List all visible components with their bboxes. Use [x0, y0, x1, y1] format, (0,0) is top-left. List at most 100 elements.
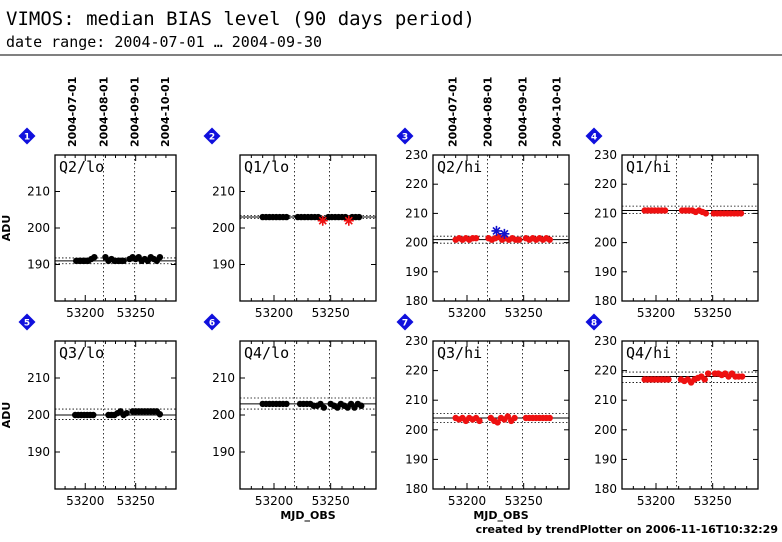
- panel-number-badge-icon: [396, 313, 414, 331]
- y-tick-label: 200: [405, 423, 428, 437]
- data-point: [283, 213, 290, 221]
- y-tick-label: 220: [405, 364, 428, 378]
- panel-4: 4 180 190 200 210 220 230 53200 53250 Q1/hi: [585, 127, 759, 320]
- x-tick-label: 53200: [66, 494, 104, 508]
- panel-number: 7: [402, 319, 408, 329]
- y-tick-label: 200: [27, 408, 50, 422]
- panel-number-badge-icon: [203, 127, 221, 145]
- x-axis-label: MJD_OBS: [280, 509, 335, 522]
- plot-frame: [432, 154, 570, 302]
- y-tick-label: 190: [594, 452, 617, 466]
- x-tick-label: 53250: [312, 306, 350, 320]
- panel-label: Q3/hi: [437, 344, 482, 362]
- y-tick-label: 210: [594, 206, 617, 220]
- data-point: [702, 210, 710, 217]
- outlier-star-marker: [343, 215, 354, 226]
- figure-title: VIMOS: median BIAS level (90 days period…: [6, 8, 475, 30]
- x-tick-label: 53250: [117, 306, 155, 320]
- y-tick-label: 190: [212, 445, 235, 459]
- panel-1: 1 190 200 210 53200 53250 2004-07-01 2004-08-01…: [0, 77, 177, 320]
- x-tick-label: 53200: [255, 306, 293, 320]
- y-tick-label: 190: [405, 452, 428, 466]
- x-tick-label: 53200: [448, 306, 486, 320]
- y-tick-label: 190: [27, 445, 50, 459]
- date-tick-label: 2004-10-01: [159, 77, 172, 147]
- date-tick-label: 2004-08-01: [97, 77, 110, 147]
- data-point: [283, 400, 290, 408]
- x-tick-label: 53250: [117, 494, 155, 508]
- y-tick-label: 180: [594, 294, 617, 308]
- panel-number: 5: [24, 319, 30, 329]
- y-tick-label: 220: [594, 364, 617, 378]
- x-tick-label: 53200: [66, 306, 104, 320]
- outlier-star-marker: [499, 228, 510, 239]
- panel-5: 5 190 200 210 53200 53250 ADU Q3/lo: [0, 313, 177, 508]
- data-point: [494, 419, 501, 426]
- panel-number-badge-icon: [585, 313, 603, 331]
- y-tick-label: 200: [212, 408, 235, 422]
- panel-number-badge-icon: [203, 313, 221, 331]
- data-point: [546, 414, 553, 422]
- date-tick-label: 2004-09-01: [129, 77, 142, 147]
- data-point: [156, 411, 164, 418]
- panel-label: Q3/lo: [59, 344, 104, 362]
- footer-credit: created by trendPlotter on 2006-11-16T10…: [476, 523, 778, 536]
- panel-number: 4: [591, 133, 597, 143]
- plot-frame: [621, 340, 759, 490]
- y-tick-label: 190: [27, 258, 50, 272]
- data-point: [476, 417, 483, 425]
- y-tick-label: 180: [594, 482, 617, 496]
- data-point: [546, 236, 553, 243]
- y-tick-label: 230: [405, 148, 428, 162]
- figure-subtitle: date range: 2004-07-01 … 2004-09-30: [6, 33, 322, 51]
- y-tick-label: 210: [27, 371, 50, 385]
- y-tick-label: 200: [594, 423, 617, 437]
- plot-frame: [54, 154, 177, 302]
- y-tick-label: 220: [405, 177, 428, 191]
- data-point: [511, 414, 518, 422]
- data-point: [91, 254, 98, 261]
- panel-label: Q1/lo: [244, 158, 289, 176]
- y-tick-label: 210: [212, 185, 235, 199]
- data-point: [701, 376, 708, 383]
- date-tick-label: 2004-09-01: [517, 77, 530, 147]
- y-tick-label: 230: [405, 334, 428, 348]
- data-point: [355, 213, 363, 221]
- y-tick-label: 200: [405, 236, 428, 250]
- y-tick-label: 200: [594, 236, 617, 250]
- y-tick-label: 180: [405, 294, 428, 308]
- y-tick-label: 210: [594, 393, 617, 407]
- y-tick-label: 190: [594, 265, 617, 279]
- data-point: [472, 235, 480, 242]
- data-point: [504, 413, 511, 420]
- data-point: [665, 376, 672, 383]
- panel-2: 2 190 200 210 53200 53250 Q1/lo: [203, 127, 377, 320]
- panel-3: 3 180 190 200 210 220 230 53200 53250 2004-07-01 2…: [396, 77, 570, 320]
- y-tick-label: 230: [594, 148, 617, 162]
- panel-number: 3: [402, 133, 408, 143]
- panel-8: 8 180 190 200 210 220 230 53200 53250 Q4/hi: [585, 313, 759, 508]
- panel-number-badge-icon: [396, 127, 414, 145]
- panel-label: Q4/hi: [626, 344, 671, 362]
- data-point: [661, 207, 669, 214]
- y-tick-label: 210: [27, 185, 50, 199]
- date-tick-label: 2004-08-01: [481, 77, 494, 147]
- x-axis-label: MJD_OBS: [473, 509, 528, 522]
- panel-number: 1: [24, 133, 30, 143]
- x-tick-label: 53250: [694, 494, 732, 508]
- x-tick-label: 53250: [694, 306, 732, 320]
- plot-frame: [239, 154, 377, 302]
- data-point: [515, 236, 523, 243]
- y-tick-label: 180: [405, 482, 428, 496]
- panel-number: 6: [209, 319, 215, 329]
- y-tick-label: 200: [212, 221, 235, 235]
- y-tick-label: 220: [594, 177, 617, 191]
- plot-frame: [239, 340, 377, 490]
- data-point: [738, 373, 746, 380]
- data-point: [358, 402, 365, 409]
- plot-frame: [621, 154, 759, 302]
- panel-label: Q2/lo: [59, 158, 104, 176]
